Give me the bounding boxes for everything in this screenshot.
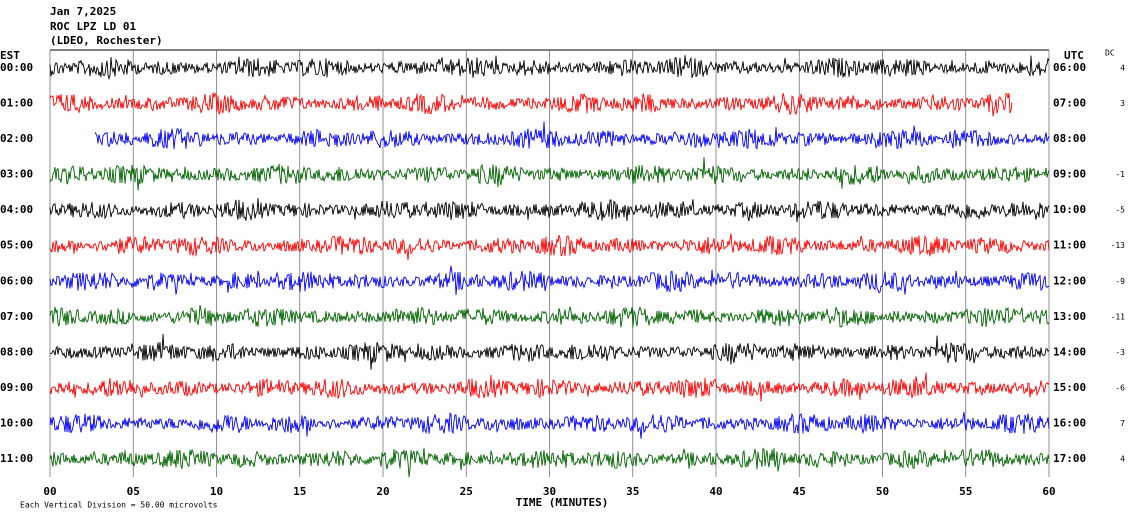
- x-tick-label: 25: [460, 485, 473, 498]
- est-label: 08:00: [0, 345, 33, 358]
- dc-label: DC: [1105, 49, 1115, 58]
- dc-value: 3: [1120, 99, 1125, 108]
- utc-label: 13:00: [1053, 310, 1086, 323]
- x-tick-label: 30: [543, 485, 556, 498]
- trace: [49, 265, 1050, 296]
- dc-value: 7: [1120, 419, 1125, 428]
- station: (LDEO, Rochester): [50, 34, 163, 47]
- est-label: 03:00: [0, 168, 33, 181]
- trace: [49, 157, 1050, 191]
- utc-label: 17:00: [1053, 452, 1086, 465]
- x-tick-label: 35: [626, 485, 639, 498]
- x-tick-label: 50: [876, 485, 889, 498]
- trace: [49, 447, 1050, 478]
- est-label: 05:00: [0, 239, 33, 252]
- x-tick-label: 55: [959, 485, 972, 498]
- x-tick-label: 40: [709, 485, 722, 498]
- est-label: 07:00: [0, 310, 33, 323]
- utc-label: 06:00: [1053, 61, 1086, 74]
- dc-value: 4: [1120, 63, 1125, 72]
- utc-label: 14:00: [1053, 345, 1086, 358]
- dc-value: 4: [1120, 455, 1125, 464]
- dc-value: -9: [1115, 277, 1125, 286]
- utc-label: 12:00: [1053, 274, 1086, 287]
- x-tick-label: 20: [376, 485, 389, 498]
- title: Jan 7,2025: [50, 5, 116, 18]
- x-tick-label: 60: [1042, 485, 1055, 498]
- est-label: 01:00: [0, 96, 33, 109]
- trace: [49, 411, 1050, 439]
- est-label: 09:00: [0, 381, 33, 394]
- trace: [94, 121, 1050, 150]
- right-label: UTC: [1064, 49, 1084, 62]
- utc-label: 11:00: [1053, 239, 1086, 252]
- x-tick-label: 00: [43, 485, 56, 498]
- x-tick-label: 15: [293, 485, 306, 498]
- est-label: 00:00: [0, 61, 33, 74]
- utc-label: 16:00: [1053, 417, 1086, 430]
- x-axis-label: TIME (MINUTES): [516, 496, 609, 509]
- dc-value: -1: [1115, 170, 1125, 179]
- dc-value: -3: [1115, 348, 1125, 357]
- utc-label: 10:00: [1053, 203, 1086, 216]
- trace: [49, 233, 1050, 261]
- dc-value: -11: [1111, 312, 1126, 321]
- trace: [49, 333, 1050, 370]
- left-label: EST: [0, 49, 20, 62]
- trace: [49, 55, 1050, 81]
- dc-value: -5: [1115, 206, 1125, 215]
- est-label: 02:00: [0, 132, 33, 145]
- scale-note: Each Vertical Division = 50.00 microvolt…: [20, 501, 218, 510]
- dc-value: -13: [1111, 241, 1126, 250]
- utc-label: 08:00: [1053, 132, 1086, 145]
- trace: [49, 372, 1050, 402]
- utc-label: 15:00: [1053, 381, 1086, 394]
- est-label: 11:00: [0, 452, 33, 465]
- dc-value: -6: [1115, 384, 1125, 393]
- trace: [49, 198, 1050, 223]
- x-tick-label: 05: [127, 485, 140, 498]
- est-label: 04:00: [0, 203, 33, 216]
- x-tick-label: 45: [793, 485, 806, 498]
- est-label: 06:00: [0, 274, 33, 287]
- utc-label: 07:00: [1053, 96, 1086, 109]
- x-tick-label: 10: [210, 485, 223, 498]
- trace: [49, 92, 1013, 117]
- trace: [49, 305, 1050, 328]
- est-label: 10:00: [0, 417, 33, 430]
- utc-label: 09:00: [1053, 168, 1086, 181]
- subtitle: ROC LPZ LD 01: [50, 20, 136, 33]
